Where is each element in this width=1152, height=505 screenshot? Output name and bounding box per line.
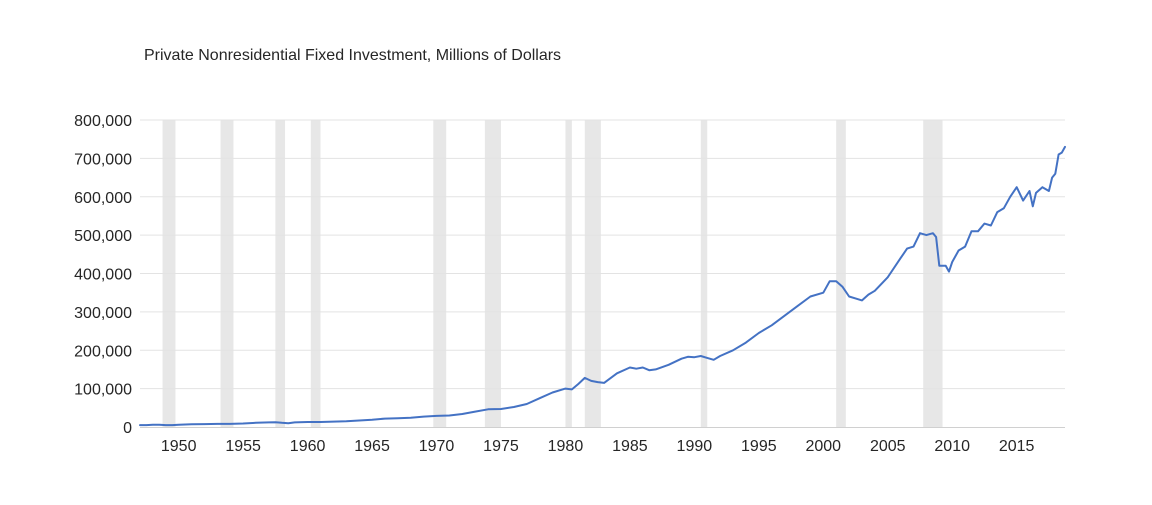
y-axis: 0 100,000 200,000 300,000 400,000 500,000 600,… bbox=[74, 113, 132, 437]
x-tick-label: 1970 bbox=[419, 438, 455, 455]
y-tick-label: 500,000 bbox=[74, 228, 132, 245]
x-tick-label: 1980 bbox=[548, 438, 584, 455]
y-tick-label: 200,000 bbox=[74, 343, 132, 360]
x-tick-label: 1995 bbox=[741, 438, 777, 455]
y-tick-label: 300,000 bbox=[74, 305, 132, 322]
y-tick-label: 600,000 bbox=[74, 190, 132, 207]
series-line bbox=[139, 145, 1066, 427]
series bbox=[139, 145, 1066, 427]
y-tick-label: 800,000 bbox=[74, 113, 132, 130]
chart-title: Private Nonresidential Fixed Investment,… bbox=[144, 47, 562, 64]
x-tick-label: 1960 bbox=[290, 438, 326, 455]
y-tick-label: 700,000 bbox=[74, 151, 132, 168]
x-tick-label: 1975 bbox=[483, 438, 519, 455]
y-tick-label: 100,000 bbox=[74, 382, 132, 399]
x-tick-label: 1950 bbox=[161, 438, 197, 455]
x-tick-label: 1955 bbox=[225, 438, 261, 455]
x-tick-label: 1990 bbox=[677, 438, 713, 455]
gridlines bbox=[140, 119, 1065, 428]
x-tick-label: 1965 bbox=[354, 438, 390, 455]
x-tick-label: 2010 bbox=[934, 438, 970, 455]
x-tick-label: 2005 bbox=[870, 438, 906, 455]
y-tick-label: 400,000 bbox=[74, 267, 132, 284]
y-tick-label: 0 bbox=[123, 420, 132, 437]
x-tick-label: 1985 bbox=[612, 438, 648, 455]
x-tick-label: 2015 bbox=[999, 438, 1035, 455]
x-tick-label: 2000 bbox=[805, 438, 841, 455]
x-axis: 1950 1955 1960 1965 1970 1975 1980 1985 1990 1995… bbox=[161, 438, 1035, 455]
